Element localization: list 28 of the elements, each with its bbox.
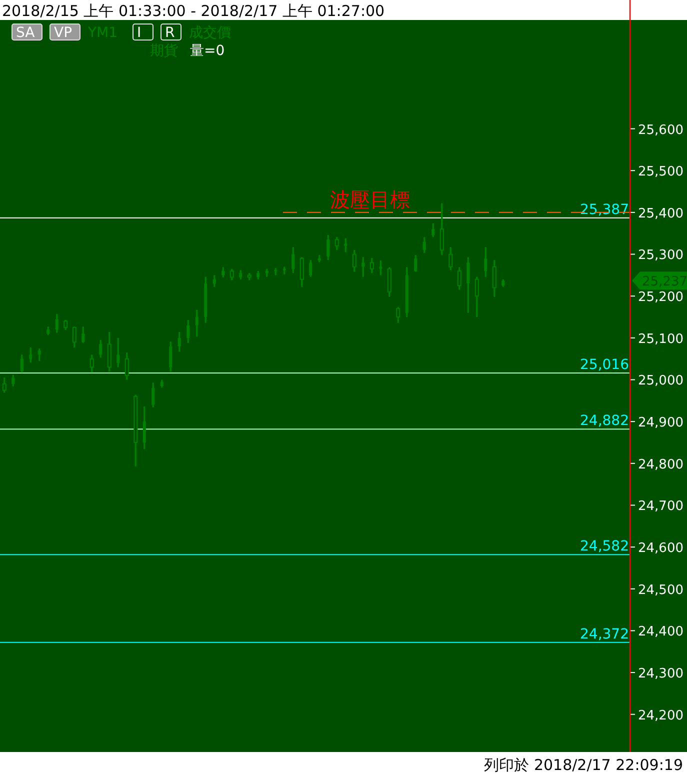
y-tick-label: 25,000 [638, 374, 684, 389]
ref-line-label: 25,016 [580, 357, 630, 374]
annotation: R [165, 25, 175, 41]
y-tick-label: 24,200 [638, 708, 684, 724]
y-tick-label: 24,600 [638, 541, 684, 556]
y-tick-label: 25,200 [638, 290, 684, 306]
ref-line-label: 波壓目標 [330, 187, 410, 212]
y-tick-label: 25,400 [638, 206, 684, 222]
y-tick-label: 24,300 [638, 666, 684, 682]
y-tick-label: 24,400 [638, 624, 684, 640]
annotation: VP [54, 25, 72, 41]
text: 列印於 2018/2/17 22:09:19 [484, 756, 683, 774]
ref-line-label: 25,387 [580, 202, 629, 218]
y-tick-label: 24,500 [638, 582, 684, 598]
chart-title: 2018/2/15 上午 01:33:00 - 2018/2/17 上午 01:27:00 [2, 2, 385, 20]
y-tick-label: 25,500 [638, 164, 684, 180]
annotation: 量=0 [190, 43, 225, 59]
annotation: I [137, 25, 142, 41]
ref-line-label: 24,882 [580, 413, 629, 430]
y-tick-label: 24,800 [638, 457, 684, 472]
y-tick-label: 25,600 [638, 122, 684, 138]
y-tick-label: 25,100 [638, 332, 684, 347]
y-tick-label: 24,700 [638, 499, 684, 514]
annotation: SA [16, 25, 36, 41]
y-tick-label: 25,300 [638, 248, 684, 264]
ref-line-label: 24,372 [580, 626, 629, 642]
ref-line-label: 24,582 [580, 538, 629, 555]
y-tick-label: 24,900 [638, 416, 684, 431]
